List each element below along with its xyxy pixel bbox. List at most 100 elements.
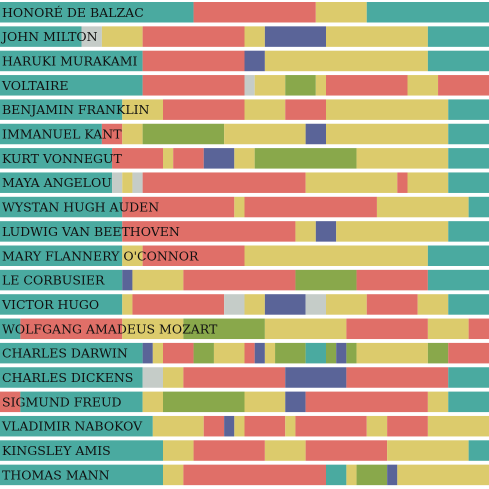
bar-segment-red xyxy=(468,318,489,340)
bar-segment-navy xyxy=(142,342,153,364)
bar-segment-yellow xyxy=(264,318,347,340)
bar-segment-red xyxy=(244,196,377,218)
bar-segment-yellow xyxy=(326,99,449,120)
bar-segment-teal xyxy=(448,148,489,169)
bar-segment-red xyxy=(193,440,265,461)
bar-segment-green xyxy=(275,342,306,364)
bar-segment-green xyxy=(346,342,357,364)
bar-segment-teal xyxy=(0,172,113,193)
bar-segment-yellow xyxy=(163,148,174,169)
routine-row xyxy=(0,342,489,364)
bar-segment-teal xyxy=(0,221,123,242)
bar-segment-yellow xyxy=(244,391,286,413)
bar-segment-yellow xyxy=(305,172,398,193)
bar-segment-teal xyxy=(427,245,489,266)
row-label: HONORÉ DE BALZAC xyxy=(2,5,144,20)
bar-segment-teal xyxy=(427,50,489,72)
bar-segment-navy xyxy=(122,269,133,291)
bar-segment-teal xyxy=(0,367,143,388)
bar-segment-grey xyxy=(81,26,102,47)
row-label: SIGMUND FREUD xyxy=(2,394,122,409)
bar-segment-green xyxy=(193,342,214,364)
row-label: BENJAMIN FRANKLIN xyxy=(2,102,150,117)
bar-segment-yellow xyxy=(326,123,449,145)
routine-row xyxy=(0,318,489,340)
bar-segment-navy xyxy=(254,342,265,364)
bar-segment-teal xyxy=(427,269,489,291)
bar-segment-red xyxy=(132,294,225,315)
bar-segment-yellow xyxy=(264,440,306,461)
bar-segment-red xyxy=(122,196,235,218)
bar-segment-yellow xyxy=(264,342,276,364)
bar-segment-red xyxy=(285,99,326,120)
bar-segment-yellow xyxy=(163,464,184,486)
bar-segment-navy xyxy=(285,367,347,388)
bar-segment-teal xyxy=(0,99,123,120)
bar-segment-teal xyxy=(0,269,123,291)
bar-segment-yellow xyxy=(213,342,245,364)
routine-row xyxy=(0,123,489,145)
bar-segment-yellow xyxy=(376,196,469,218)
bar-segment-yellow xyxy=(142,391,164,413)
bar-segment-grey xyxy=(132,172,143,193)
bar-segment-yellow xyxy=(254,75,286,96)
bar-segment-yellow xyxy=(234,196,245,218)
bar-segment-yellow xyxy=(295,221,316,242)
bar-segment-yellow xyxy=(122,318,184,340)
bar-segment-teal xyxy=(448,172,489,193)
bar-segment-green xyxy=(356,464,388,486)
bar-segment-red xyxy=(142,26,245,47)
routine-row xyxy=(0,440,489,461)
bar-segment-red xyxy=(142,245,245,266)
bar-segment-navy xyxy=(336,342,347,364)
bar-segment-red xyxy=(387,415,428,437)
bar-segment-teal xyxy=(163,2,194,23)
bar-segment-red xyxy=(112,148,163,169)
bar-segment-teal xyxy=(20,391,143,413)
bar-segment-red xyxy=(244,415,286,437)
bar-segment-navy xyxy=(224,415,235,437)
bar-segment-yellow xyxy=(244,245,428,266)
bar-segment-yellow xyxy=(366,415,388,437)
bar-segment-red xyxy=(183,367,286,388)
bar-segment-red xyxy=(163,99,245,120)
bar-segment-red xyxy=(203,415,225,437)
row-label: KURT VONNEGUT xyxy=(2,151,123,166)
bar-segment-yellow xyxy=(234,148,255,169)
bar-segment-red xyxy=(346,318,428,340)
bar-segment-red xyxy=(142,172,306,193)
routine-row xyxy=(0,221,489,242)
bar-segment-green xyxy=(142,123,225,145)
bar-segment-yellow xyxy=(244,294,265,315)
row-label: MAYA ANGELOU xyxy=(2,175,112,190)
bar-segment-yellow xyxy=(397,464,489,486)
bar-segment-yellow xyxy=(315,75,326,96)
bar-segment-teal xyxy=(427,26,489,47)
bar-segment-red xyxy=(366,294,418,315)
routine-row xyxy=(0,75,489,96)
bar-segment-red xyxy=(295,415,367,437)
routine-row xyxy=(0,415,489,437)
bar-segment-teal xyxy=(0,75,143,96)
bar-segment-red xyxy=(163,342,194,364)
bar-segment-teal xyxy=(0,50,143,72)
bar-segment-yellow xyxy=(122,123,143,145)
bar-segment-red xyxy=(142,75,245,96)
bar-segment-grey xyxy=(142,367,164,388)
bar-segment-navy xyxy=(244,50,265,72)
row-label: IMMANUEL KANT xyxy=(2,127,122,142)
row-label: LUDWIG VAN BEETHOVEN xyxy=(2,224,180,239)
bar-segment-yellow xyxy=(326,26,428,47)
bar-segment-teal xyxy=(0,294,123,315)
bar-segment-red xyxy=(183,269,296,291)
bar-segment-red xyxy=(438,75,489,96)
bar-segment-yellow xyxy=(122,245,143,266)
routine-row xyxy=(0,172,489,193)
labels-layer: HONORÉ DE BALZAC JOHN MILTON HARUKI MURAKA… xyxy=(0,5,218,483)
bar-segment-yellow xyxy=(122,99,163,120)
bar-segment-yellow xyxy=(407,172,449,193)
bar-segment-teal xyxy=(366,2,489,23)
bar-segment-teal xyxy=(0,440,163,461)
row-label: WYSTAN HUGH AUDEN xyxy=(2,200,159,215)
